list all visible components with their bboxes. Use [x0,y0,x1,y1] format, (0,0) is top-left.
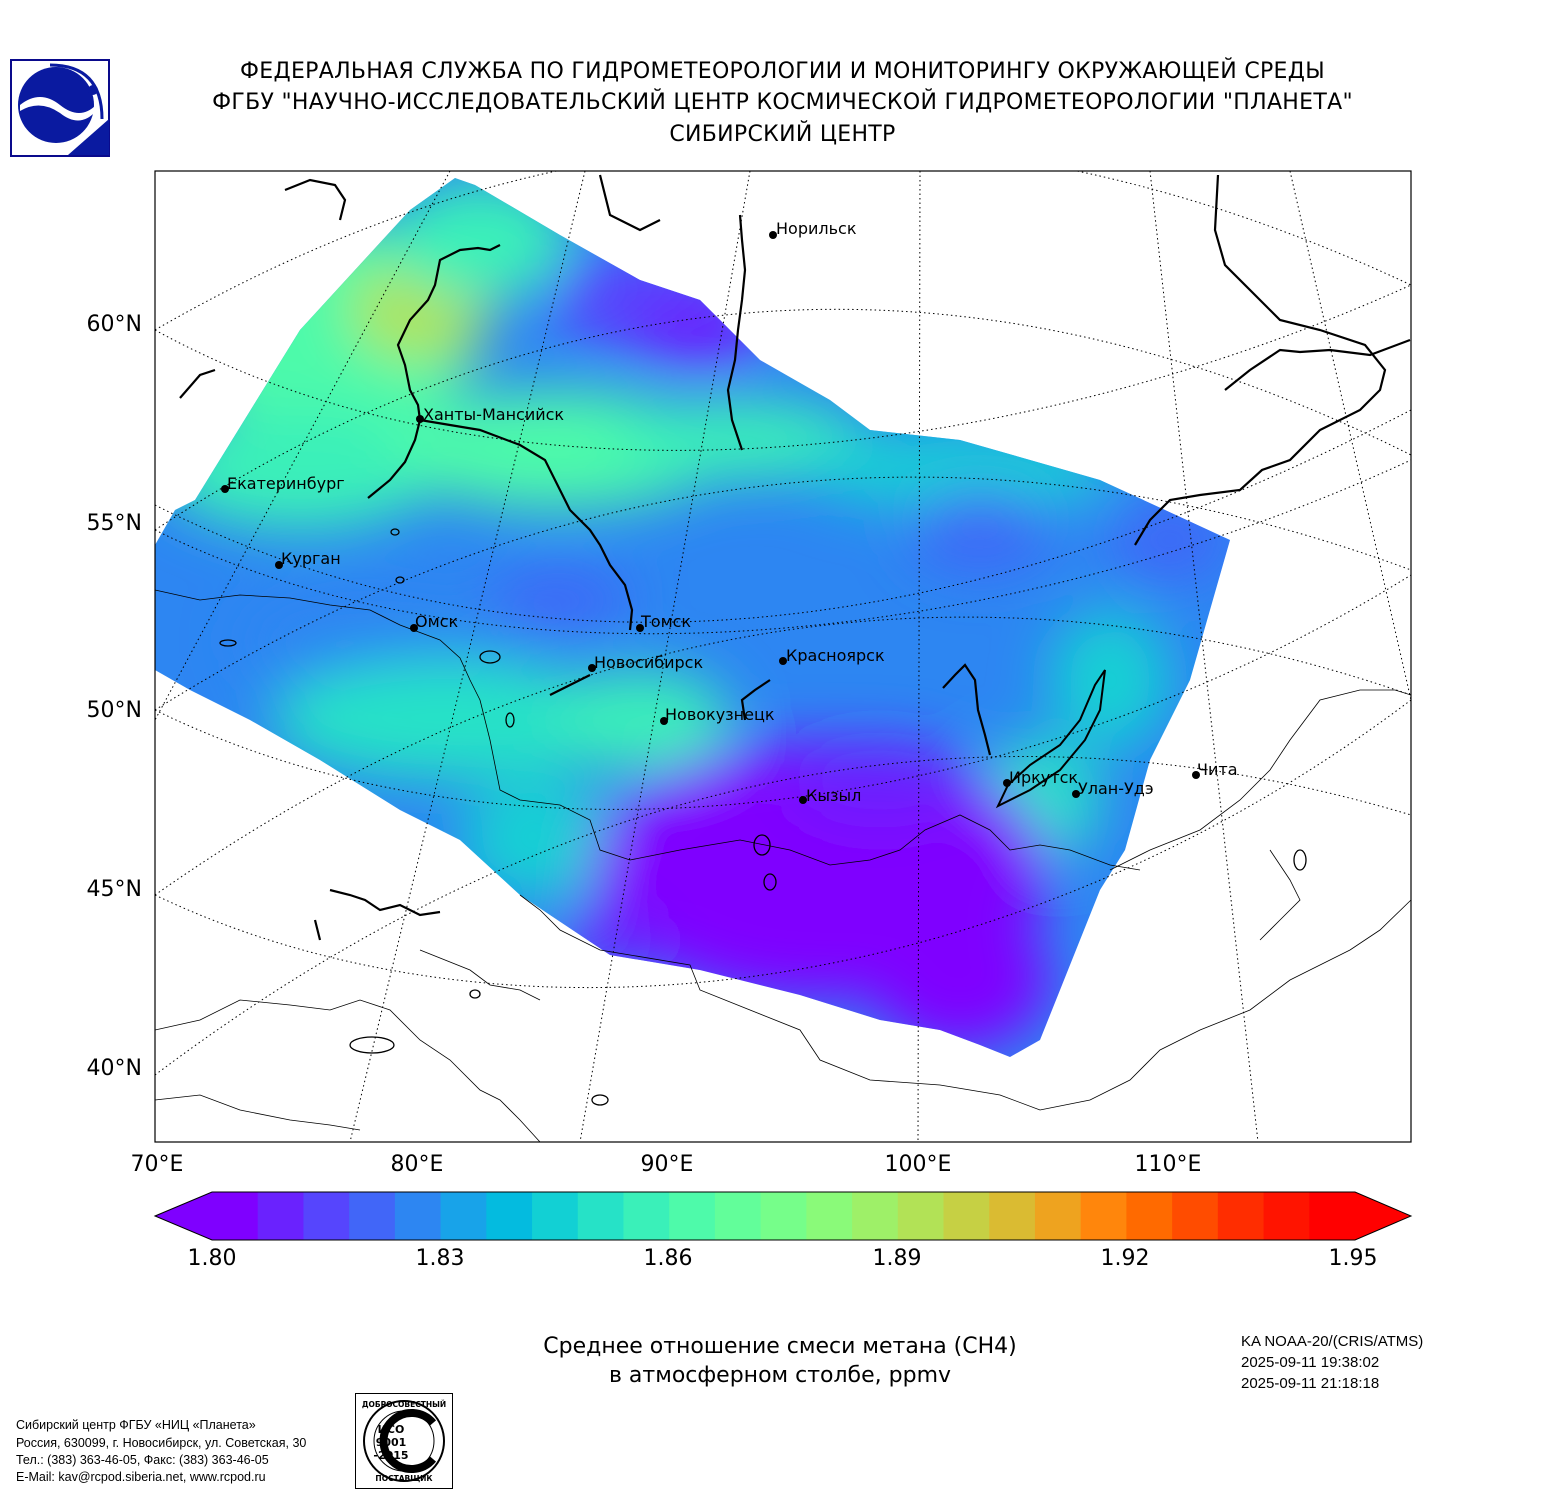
colorbar-tick-4: 1.89 [872,1246,922,1271]
colorbar-segment [257,1192,305,1240]
city-kyzyl: Кызыл [806,786,862,805]
colorbar-segment [486,1192,533,1240]
lake-baikal [995,669,1106,809]
colorbar-segment [897,1192,945,1240]
lat-label-40: 40°N [86,1056,142,1081]
colorbar-segment [760,1192,807,1240]
colorbar-segment [1034,1192,1082,1240]
address-line-4: E-Mail: kav@rcpod.siberia.net, www.rcpod… [16,1470,266,1484]
city-ulan-ude: Улан-Удэ [1078,779,1154,798]
address-line-1: Сибирский центр ФГБУ «НИЦ «Планета» [16,1418,256,1432]
colorbar-segment [806,1192,853,1240]
colorbar-segment [1217,1192,1265,1240]
colorbar-segment [714,1192,762,1240]
satellite-end-time: 2025-09-11 21:18:18 [1241,1375,1380,1392]
planeta-logo-icon [10,59,110,157]
colorbar-segment [349,1192,396,1240]
colorbar-segment [623,1192,670,1240]
colorbar-segment [577,1192,625,1240]
colorbar [153,1191,1413,1241]
lon-label-70: 70°E [130,1152,184,1177]
colorbar-segment [989,1192,1036,1240]
latitude-lines [155,284,1411,989]
city-norilsk: Норильск [776,219,857,238]
satellite-name: KA NOAA-20/(CRIS/ATMS) [1241,1333,1424,1350]
iso-certification-badge: ДОБРОСОВЕСТНЫЙ ИСО 9001 -2015 ПОСТАВЩИК [355,1393,453,1489]
lakes [219,528,1307,1106]
city-chita: Чита [1197,760,1238,779]
caption-line-2: в атмосферном столбе, ppmv [608,1363,952,1388]
city-novokuznetsk: Новокузнецк [665,705,775,724]
colorbar-segment [532,1192,579,1240]
colorbar-segment [1172,1192,1219,1240]
colorbar-tick-2: 1.83 [415,1246,465,1271]
lon-label-80: 80°E [390,1152,444,1177]
colorbar-segment [669,1192,716,1240]
city-khanty-mansiysk: Ханты-Мансийск [423,405,565,424]
lon-label-100: 100°E [884,1152,952,1177]
colorbar-extend-max [1355,1192,1411,1240]
header-line-3: СИБИРСКИЙ ЦЕНТР [669,122,896,147]
colorbar-segment [1309,1192,1356,1240]
city-novosibirsk: Новосибирск [594,653,704,672]
rivers [179,174,1411,941]
iso-std-1: ИСО [378,1423,405,1436]
city-yekaterinburg: Екатеринбург [227,474,345,493]
colorbar-segment [852,1192,899,1240]
colorbar-tick-5: 1.92 [1100,1246,1150,1271]
iso-bottom-text: ПОСТАВЩИК [375,1474,433,1483]
colorbar-segment [1080,1192,1127,1240]
header-line-2: ФГБУ "НАУЧНО-ИССЛЕДОВАТЕЛЬСКИЙ ЦЕНТР КОС… [212,90,1353,115]
colorbar-tick-1: 1.80 [187,1246,237,1271]
iso-std-3: -2015 [373,1449,408,1462]
colorbar-segment [440,1192,487,1240]
lat-label-45: 45°N [86,877,142,902]
colorbar-segment [1126,1192,1173,1240]
colorbar-segment [212,1192,259,1240]
iso-top-text: ДОБРОСОВЕСТНЫЙ [362,1400,446,1409]
colorbar-segment [1263,1192,1310,1240]
graticule [155,171,1411,1142]
lat-label-50: 50°N [86,698,142,723]
satellite-start-time: 2025-09-11 19:38:02 [1241,1354,1380,1371]
address-line-3: Тел.: (383) 363-46-05, Факс: (383) 363-4… [16,1453,269,1467]
colorbar-tick-3: 1.86 [643,1246,693,1271]
city-kurgan: Курган [281,549,341,568]
lon-label-110: 110°E [1134,1152,1202,1177]
header-line-1: ФЕДЕРАЛЬНАЯ СЛУЖБА ПО ГИДРОМЕТЕОРОЛОГИИ … [240,59,1325,84]
iso-std-2: 9001 [376,1436,407,1449]
caption-line-1: Среднее отношение смеси метана (CH4) [543,1334,1017,1359]
colorbar-extend-min [155,1192,212,1240]
lat-label-60: 60°N [86,312,142,337]
city-markers [221,231,1200,804]
methane-field [155,178,1230,1057]
colorbar-segment [303,1192,350,1240]
colorbar-segment [943,1192,990,1240]
lon-label-90: 90°E [640,1152,694,1177]
city-krasnoyarsk: Красноярск [786,646,885,665]
colorbar-segment [394,1192,442,1240]
map-frame [154,170,1412,1143]
city-irkutsk: Иркутск [1009,768,1079,787]
city-omsk: Омск [415,612,459,631]
address-line-2: Россия, 630099, г. Новосибирск, ул. Сове… [16,1436,307,1450]
lat-label-55: 55°N [86,511,142,536]
colorbar-outline [153,1191,1413,1241]
colorbar-tick-6: 1.95 [1328,1246,1378,1271]
city-tomsk: Томск [641,612,692,631]
borders [155,589,1411,1142]
